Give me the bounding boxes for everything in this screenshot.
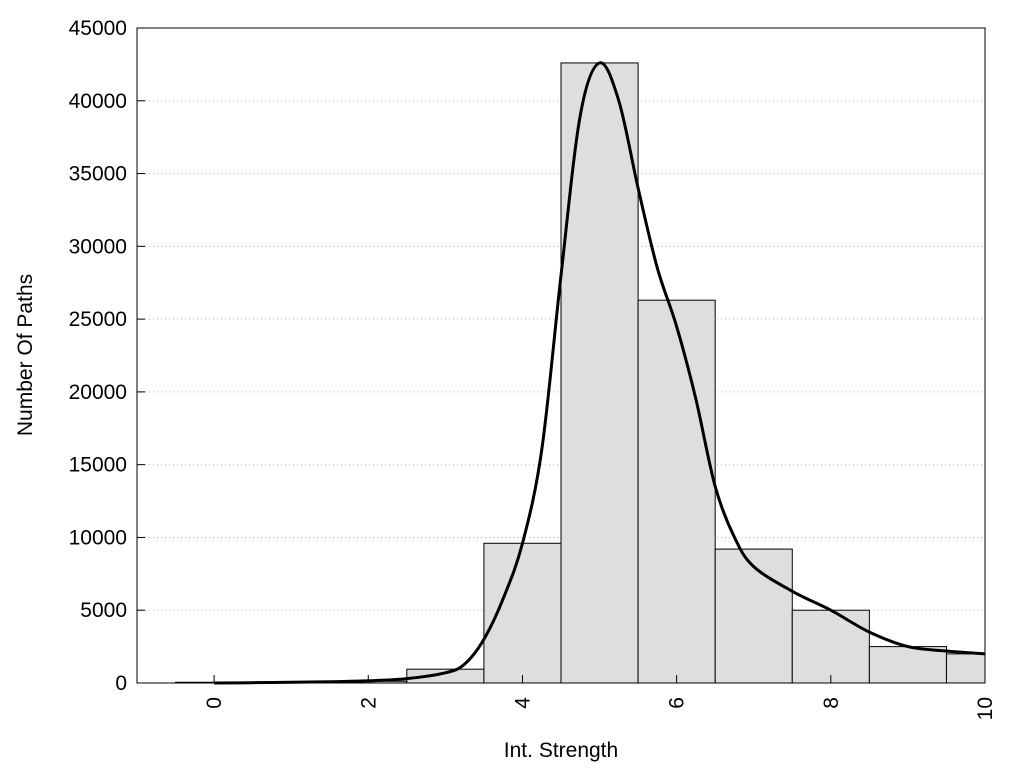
x-tick-label: 4 bbox=[511, 697, 534, 709]
x-axis-title: Int. Strength bbox=[504, 739, 618, 762]
x-tick-label: 2 bbox=[357, 697, 380, 709]
y-tick-label: 0 bbox=[115, 672, 127, 695]
histogram-bar bbox=[791, 609, 870, 684]
x-tick-labels: 0 2 4 6 8 10 bbox=[203, 697, 997, 721]
y-tick-labels: 0 5000 10000 15000 20000 25000 30000 35000 40000… bbox=[69, 17, 127, 695]
y-tick-label: 25000 bbox=[69, 308, 127, 331]
y-tick-label: 5000 bbox=[80, 599, 127, 622]
y-tick-label: 40000 bbox=[69, 90, 127, 113]
y-tick-label: 35000 bbox=[69, 163, 127, 186]
y-tick-label: 45000 bbox=[69, 17, 127, 40]
axis-ticks bbox=[137, 27, 986, 684]
histogram-bars bbox=[175, 62, 986, 684]
x-tick-label: 10 bbox=[974, 697, 997, 720]
histogram-bar bbox=[560, 62, 639, 684]
y-tick-label: 10000 bbox=[69, 526, 127, 549]
y-tick-label: 15000 bbox=[69, 454, 127, 477]
histogram-bar bbox=[637, 299, 716, 684]
histogram-bar bbox=[945, 653, 986, 684]
histogram-bar bbox=[868, 646, 947, 684]
y-tick-label: 30000 bbox=[69, 235, 127, 258]
histogram-bar bbox=[714, 548, 793, 684]
x-tick-label: 6 bbox=[666, 697, 689, 709]
plot-frame bbox=[136, 27, 986, 684]
x-tick-label: 8 bbox=[820, 697, 843, 709]
density-curve-layer bbox=[214, 61, 986, 685]
density-curve bbox=[214, 61, 986, 685]
x-tick-label: 0 bbox=[203, 697, 226, 709]
y-axis-title: Number Of Paths bbox=[14, 274, 37, 436]
y-tick-label: 20000 bbox=[69, 381, 127, 404]
